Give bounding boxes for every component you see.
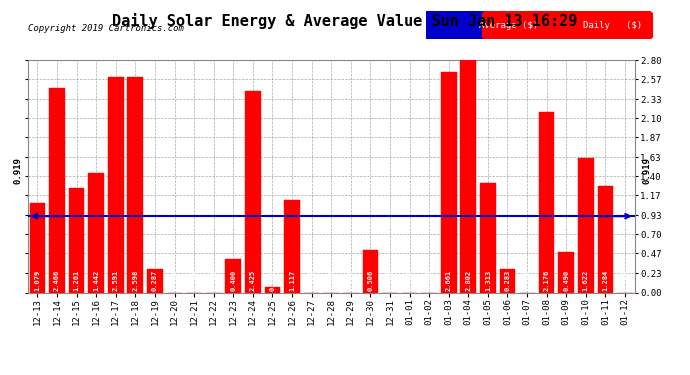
- Text: 1.284: 1.284: [602, 270, 609, 291]
- Text: 0.919: 0.919: [13, 157, 23, 184]
- Text: Daily   ($): Daily ($): [582, 21, 642, 30]
- Text: Daily Solar Energy & Average Value Sun Jan 13 16:29: Daily Solar Energy & Average Value Sun J…: [112, 13, 578, 29]
- Bar: [88, 173, 104, 292]
- Text: 0.000: 0.000: [622, 270, 628, 291]
- Bar: [558, 252, 574, 292]
- Text: 1.117: 1.117: [289, 270, 295, 291]
- Text: 1.261: 1.261: [74, 270, 79, 291]
- Text: 0.283: 0.283: [504, 270, 511, 291]
- Bar: [226, 259, 241, 292]
- Bar: [264, 287, 280, 292]
- Text: 0.000: 0.000: [387, 270, 393, 291]
- Text: 1.313: 1.313: [485, 270, 491, 291]
- Text: 2.598: 2.598: [132, 270, 138, 291]
- Bar: [69, 188, 84, 292]
- Bar: [108, 77, 124, 292]
- Text: 0.000: 0.000: [172, 270, 177, 291]
- Text: 2.466: 2.466: [54, 270, 60, 291]
- FancyBboxPatch shape: [353, 6, 550, 45]
- Text: 2.425: 2.425: [250, 270, 256, 291]
- Text: Copyright 2019 Cartronics.com: Copyright 2019 Cartronics.com: [28, 24, 184, 33]
- Text: 0.506: 0.506: [367, 270, 373, 291]
- Text: 1.442: 1.442: [93, 270, 99, 291]
- Bar: [460, 60, 476, 292]
- Text: 0.000: 0.000: [426, 270, 432, 291]
- Text: 0.000: 0.000: [210, 270, 217, 291]
- Bar: [284, 200, 300, 292]
- Text: 2.661: 2.661: [446, 270, 452, 291]
- Bar: [441, 72, 457, 292]
- Text: 0.066: 0.066: [269, 270, 275, 291]
- Bar: [539, 112, 555, 292]
- Text: 2.591: 2.591: [112, 270, 119, 291]
- Text: 1.079: 1.079: [34, 270, 41, 291]
- Text: 1.622: 1.622: [583, 270, 589, 291]
- Bar: [245, 91, 261, 292]
- Text: 2.802: 2.802: [465, 270, 471, 291]
- Bar: [578, 158, 593, 292]
- Bar: [147, 268, 163, 292]
- Bar: [30, 203, 46, 292]
- Text: 0.000: 0.000: [191, 270, 197, 291]
- Text: 2.176: 2.176: [544, 270, 550, 291]
- Text: 0.287: 0.287: [152, 270, 158, 291]
- Text: Average ($): Average ($): [480, 21, 538, 30]
- Text: 0.490: 0.490: [563, 270, 569, 291]
- Bar: [598, 186, 613, 292]
- Text: 0.000: 0.000: [524, 270, 530, 291]
- Text: 0.000: 0.000: [348, 270, 354, 291]
- Bar: [480, 183, 495, 292]
- Text: 0.000: 0.000: [406, 270, 413, 291]
- FancyBboxPatch shape: [482, 6, 653, 45]
- Text: 0.400: 0.400: [230, 270, 236, 291]
- Bar: [362, 251, 378, 292]
- Text: 0.000: 0.000: [328, 270, 334, 291]
- Text: 0.000: 0.000: [308, 270, 315, 291]
- Bar: [500, 269, 515, 292]
- Text: 0.919: 0.919: [642, 157, 652, 184]
- Bar: [128, 77, 143, 292]
- Bar: [49, 88, 65, 292]
